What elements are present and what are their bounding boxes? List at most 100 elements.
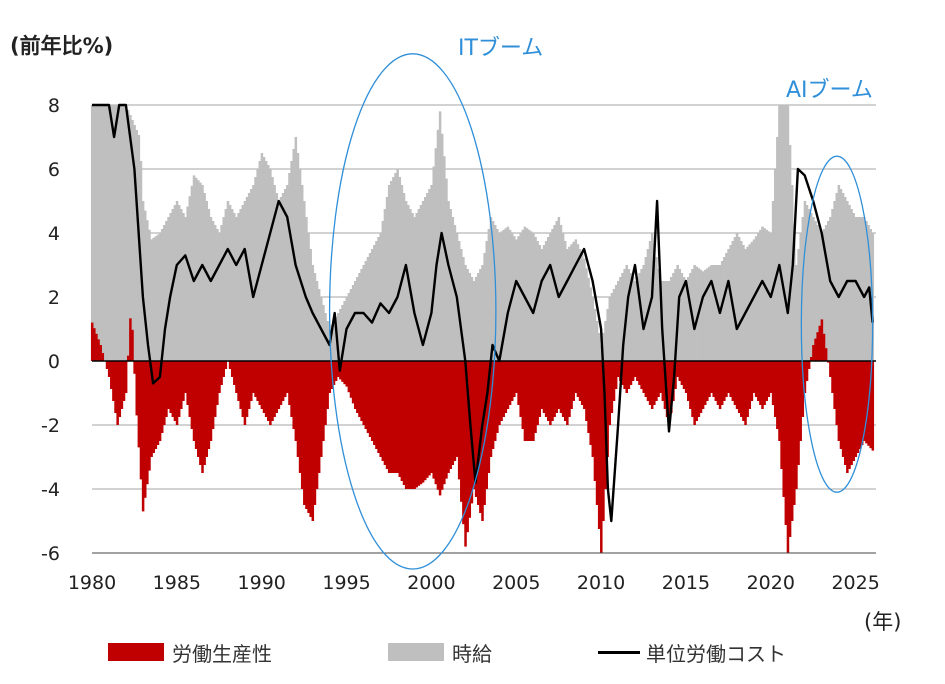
productivity-bar — [269, 361, 272, 425]
productivity-bar — [455, 361, 459, 457]
productivity-bar — [315, 361, 319, 489]
hourly-wage-bar — [245, 197, 249, 361]
productivity-bar — [165, 361, 168, 417]
hourly-wage-bar — [110, 105, 113, 361]
productivity-bar — [404, 361, 408, 489]
hourly-wage-bar — [203, 193, 206, 361]
hourly-wage-bar — [192, 175, 196, 361]
hourly-wage-bar — [356, 277, 359, 361]
hourly-wage-bar — [841, 193, 845, 361]
productivity-bar — [674, 361, 677, 389]
hourly-wage-bar — [358, 273, 361, 361]
hourly-wage-bar — [228, 205, 232, 361]
hourly-wage-bar — [614, 285, 618, 361]
hourly-wage-bar — [657, 269, 660, 361]
productivity-bar — [351, 361, 355, 404]
productivity-bar — [733, 361, 737, 405]
hourly-wage-bar — [530, 231, 533, 361]
productivity-bar — [608, 361, 612, 425]
productivity-bar — [277, 361, 281, 409]
hourly-wage-bar — [612, 289, 616, 361]
hourly-wage-bar — [633, 281, 637, 361]
productivity-bar — [362, 361, 365, 425]
hourly-wage-bar — [415, 213, 419, 361]
productivity-bar — [551, 361, 554, 421]
hourly-wage-bar — [710, 265, 713, 361]
productivity-bar — [822, 333, 826, 361]
productivity-bar — [718, 361, 722, 409]
hourly-wage-bar — [720, 261, 724, 361]
hourly-wage-bar — [803, 201, 807, 361]
productivity-bar — [133, 361, 136, 374]
hourly-wage-bar — [440, 133, 444, 361]
hourly-wage-bar — [307, 233, 310, 361]
hourly-wage-bar — [515, 239, 518, 361]
productivity-bar — [383, 361, 387, 465]
productivity-bar — [858, 361, 862, 449]
hourly-wage-bar — [570, 244, 573, 361]
productivity-bar — [254, 361, 257, 397]
hourly-wage-bar — [112, 105, 115, 361]
hourly-wage-bar — [396, 169, 399, 361]
productivity-bar — [797, 361, 800, 465]
hourly-wage-bar — [716, 265, 720, 361]
productivity-bar — [848, 361, 851, 469]
productivity-bar — [457, 361, 461, 480]
hourly-wage-bar — [188, 196, 192, 361]
productivity-bar — [438, 361, 442, 496]
hourly-wage-bar — [103, 105, 107, 361]
productivity-bar — [850, 361, 853, 465]
productivity-bar — [744, 361, 747, 425]
y-tick-label: -4 — [41, 479, 60, 501]
productivity-bar — [451, 361, 455, 465]
hourly-wage-bar — [154, 236, 158, 361]
productivity-bar — [453, 361, 457, 461]
legend-swatch-ulc — [598, 650, 640, 654]
hourly-wage-bar — [695, 266, 699, 361]
hourly-wage-bar — [220, 225, 223, 361]
productivity-bar — [767, 361, 771, 397]
hourly-wage-bar — [114, 105, 117, 361]
hourly-wage-bar — [218, 233, 221, 361]
productivity-bar — [118, 361, 122, 417]
hourly-wage-bar — [553, 225, 556, 361]
x-tick-label: 2005 — [492, 572, 540, 594]
x-tick-label: 1995 — [322, 572, 370, 594]
hourly-wage-bar — [585, 268, 588, 361]
productivity-bar — [829, 361, 832, 377]
productivity-bar — [154, 361, 158, 449]
hourly-wage-bar — [773, 169, 777, 361]
productivity-bar — [780, 361, 783, 469]
productivity-bar — [591, 361, 595, 457]
legend-label-hourly-wage: 時給 — [452, 641, 492, 666]
hourly-wage-bar — [163, 225, 166, 361]
productivity-bar — [684, 361, 688, 393]
productivity-bar — [400, 361, 404, 481]
productivity-bar — [776, 361, 779, 429]
hourly-wage-bar — [351, 285, 355, 361]
productivity-bar — [99, 345, 102, 361]
hourly-wage-bar — [237, 213, 240, 361]
hourly-wage-bar — [837, 185, 841, 361]
productivity-bar — [521, 361, 525, 429]
hourly-wage-bar — [536, 241, 539, 361]
x-tick-label: 2015 — [662, 572, 710, 594]
hourly-wage-bar — [850, 209, 853, 361]
hourly-wage-bar — [667, 281, 671, 361]
productivity-bar — [235, 361, 238, 393]
productivity-bar — [373, 361, 376, 445]
hourly-wage-bar — [264, 161, 268, 361]
hourly-wage-bar — [735, 233, 739, 361]
hourly-wage-bar — [684, 281, 688, 361]
hourly-wage-bar — [602, 333, 605, 361]
productivity-bar — [294, 361, 298, 441]
productivity-bar — [519, 361, 522, 417]
productivity-bar — [260, 361, 264, 409]
productivity-bar — [566, 361, 569, 425]
hourly-wage-bar — [421, 201, 425, 361]
productivity-bar — [824, 348, 828, 361]
hourly-wage-bar — [387, 185, 391, 361]
y-tick-label: 8 — [48, 95, 60, 117]
hourly-wage-bar — [258, 161, 262, 361]
productivity-bar — [97, 339, 100, 361]
